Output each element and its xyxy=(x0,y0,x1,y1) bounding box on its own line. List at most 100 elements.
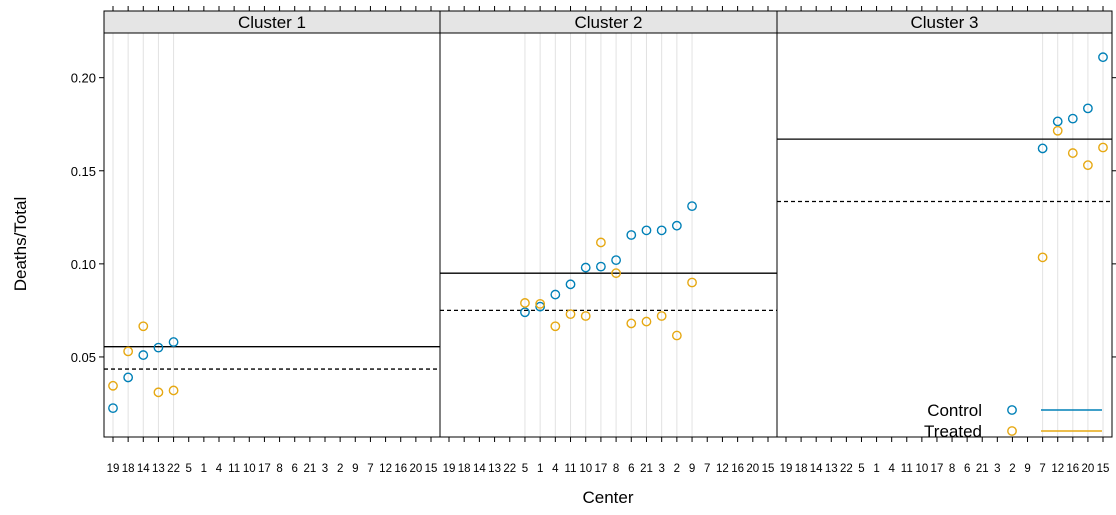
x-tick-label: 6 xyxy=(292,463,298,475)
x-tick-label: 20 xyxy=(746,463,759,475)
legend: Control Treated xyxy=(924,401,1102,441)
x-tick-label: 14 xyxy=(810,463,823,475)
panel-strips: Cluster 1 Cluster 2 Cluster 3 xyxy=(103,10,1113,34)
treated-point xyxy=(153,387,164,398)
y-tick-label: 0.05 xyxy=(71,350,96,365)
control-point xyxy=(138,350,149,360)
control-point xyxy=(535,301,546,312)
x-tick-label: 12 xyxy=(379,463,392,475)
control-point xyxy=(1098,52,1108,63)
control-point xyxy=(611,255,621,266)
treated-point xyxy=(520,298,530,308)
control-point xyxy=(1052,116,1063,127)
x-tick-label: 9 xyxy=(352,463,358,475)
x-axis-title: Center xyxy=(582,488,633,507)
x-tick-label: 8 xyxy=(949,463,955,475)
treated-point xyxy=(535,298,546,309)
legend-point-key xyxy=(1007,405,1017,415)
x-tick-label: 12 xyxy=(716,463,729,475)
treated-point xyxy=(1052,125,1063,136)
treated-point xyxy=(687,277,697,288)
control-point xyxy=(687,201,697,212)
y-tick-label: 0.15 xyxy=(71,164,96,179)
x-tick-label: 10 xyxy=(579,463,592,475)
x-tick-label: 6 xyxy=(964,463,970,475)
x-tick-label: 22 xyxy=(167,463,180,475)
x-tick-label: 8 xyxy=(276,463,282,475)
x-tick-label: 2 xyxy=(674,463,680,475)
x-tick-label: 3 xyxy=(322,463,328,475)
x-tick-label: 7 xyxy=(704,463,710,475)
x-tick-label: 5 xyxy=(186,463,192,475)
x-tick-label: 16 xyxy=(394,463,407,475)
x-tick-label: 22 xyxy=(840,463,853,475)
x-tick-label: 16 xyxy=(731,463,744,475)
control-point xyxy=(108,403,118,414)
x-tick-label: 17 xyxy=(258,463,271,475)
x-tick-label: 22 xyxy=(503,463,516,475)
x-tick-label: 9 xyxy=(689,463,695,475)
legend-label: Control xyxy=(927,401,982,420)
x-tick-label: 1 xyxy=(537,463,543,475)
x-tick-label: 2 xyxy=(1009,463,1015,475)
treated-point xyxy=(641,316,652,327)
x-tick-label: 11 xyxy=(565,463,577,475)
x-tick-label: 2 xyxy=(337,463,343,475)
panel-frames xyxy=(103,32,1113,438)
x-tick-label: 16 xyxy=(1066,463,1079,475)
x-tick-label: 19 xyxy=(443,463,456,475)
treated-point xyxy=(1037,252,1048,263)
x-tick-label: 3 xyxy=(658,463,664,475)
x-tick-label: 13 xyxy=(825,463,838,475)
control-point xyxy=(123,372,134,383)
x-tick-label: 15 xyxy=(762,463,775,475)
x-tick-label: 5 xyxy=(522,463,528,475)
treated-point xyxy=(168,385,179,396)
treated-point xyxy=(138,321,149,332)
x-tick-label: 20 xyxy=(1082,463,1095,475)
y-tick-label: 0.20 xyxy=(71,71,96,86)
x-tick-label: 6 xyxy=(628,463,634,475)
treated-point xyxy=(671,330,682,341)
treated-point xyxy=(1098,142,1108,153)
treated-point xyxy=(123,346,134,357)
x-tick-label: 8 xyxy=(613,463,619,475)
x-tick-label: 20 xyxy=(409,463,422,475)
x-tick-label: 21 xyxy=(303,463,316,475)
panel-frame xyxy=(103,32,441,438)
x-tick-label: 1 xyxy=(201,463,207,475)
x-tick-label: 14 xyxy=(137,463,150,475)
treated-point xyxy=(580,311,591,321)
treated-point xyxy=(1083,160,1093,171)
x-tick-label: 17 xyxy=(931,463,944,475)
x-tick-label: 4 xyxy=(888,463,895,475)
x-tick-label: 7 xyxy=(367,463,373,475)
x-tick-label: 21 xyxy=(640,463,653,475)
x-tick-label: 19 xyxy=(780,463,793,475)
treated-point xyxy=(626,318,637,329)
x-tick-label: 12 xyxy=(1051,463,1064,475)
x-tick-label: 18 xyxy=(795,463,808,475)
treated-point xyxy=(656,311,667,321)
axes: 19 18 14 13 22 5 1 4 11 10 17 8 6 21 3 2 9 7 12 16 20 15 19 18 1… xyxy=(71,6,1116,475)
treated-point xyxy=(565,309,576,320)
control-point xyxy=(596,261,606,272)
x-tick-label: 21 xyxy=(976,463,989,475)
x-tick-label: 15 xyxy=(425,463,438,475)
x-tick-label: 14 xyxy=(473,463,486,475)
panel-title: Cluster 1 xyxy=(238,13,306,32)
treated-point xyxy=(596,237,606,248)
legend-point-key xyxy=(1007,426,1017,436)
x-tick-label: 4 xyxy=(552,463,559,475)
control-point xyxy=(626,230,637,240)
x-tick-label: 5 xyxy=(858,463,864,475)
y-tick-label: 0.10 xyxy=(71,257,96,272)
control-point xyxy=(671,220,682,231)
panel-title: Cluster 3 xyxy=(910,13,978,32)
control-point xyxy=(168,337,179,347)
control-point xyxy=(550,289,561,300)
x-tick-label: 4 xyxy=(216,463,223,475)
control-point xyxy=(1037,143,1048,154)
x-tick-label: 1 xyxy=(873,463,879,475)
